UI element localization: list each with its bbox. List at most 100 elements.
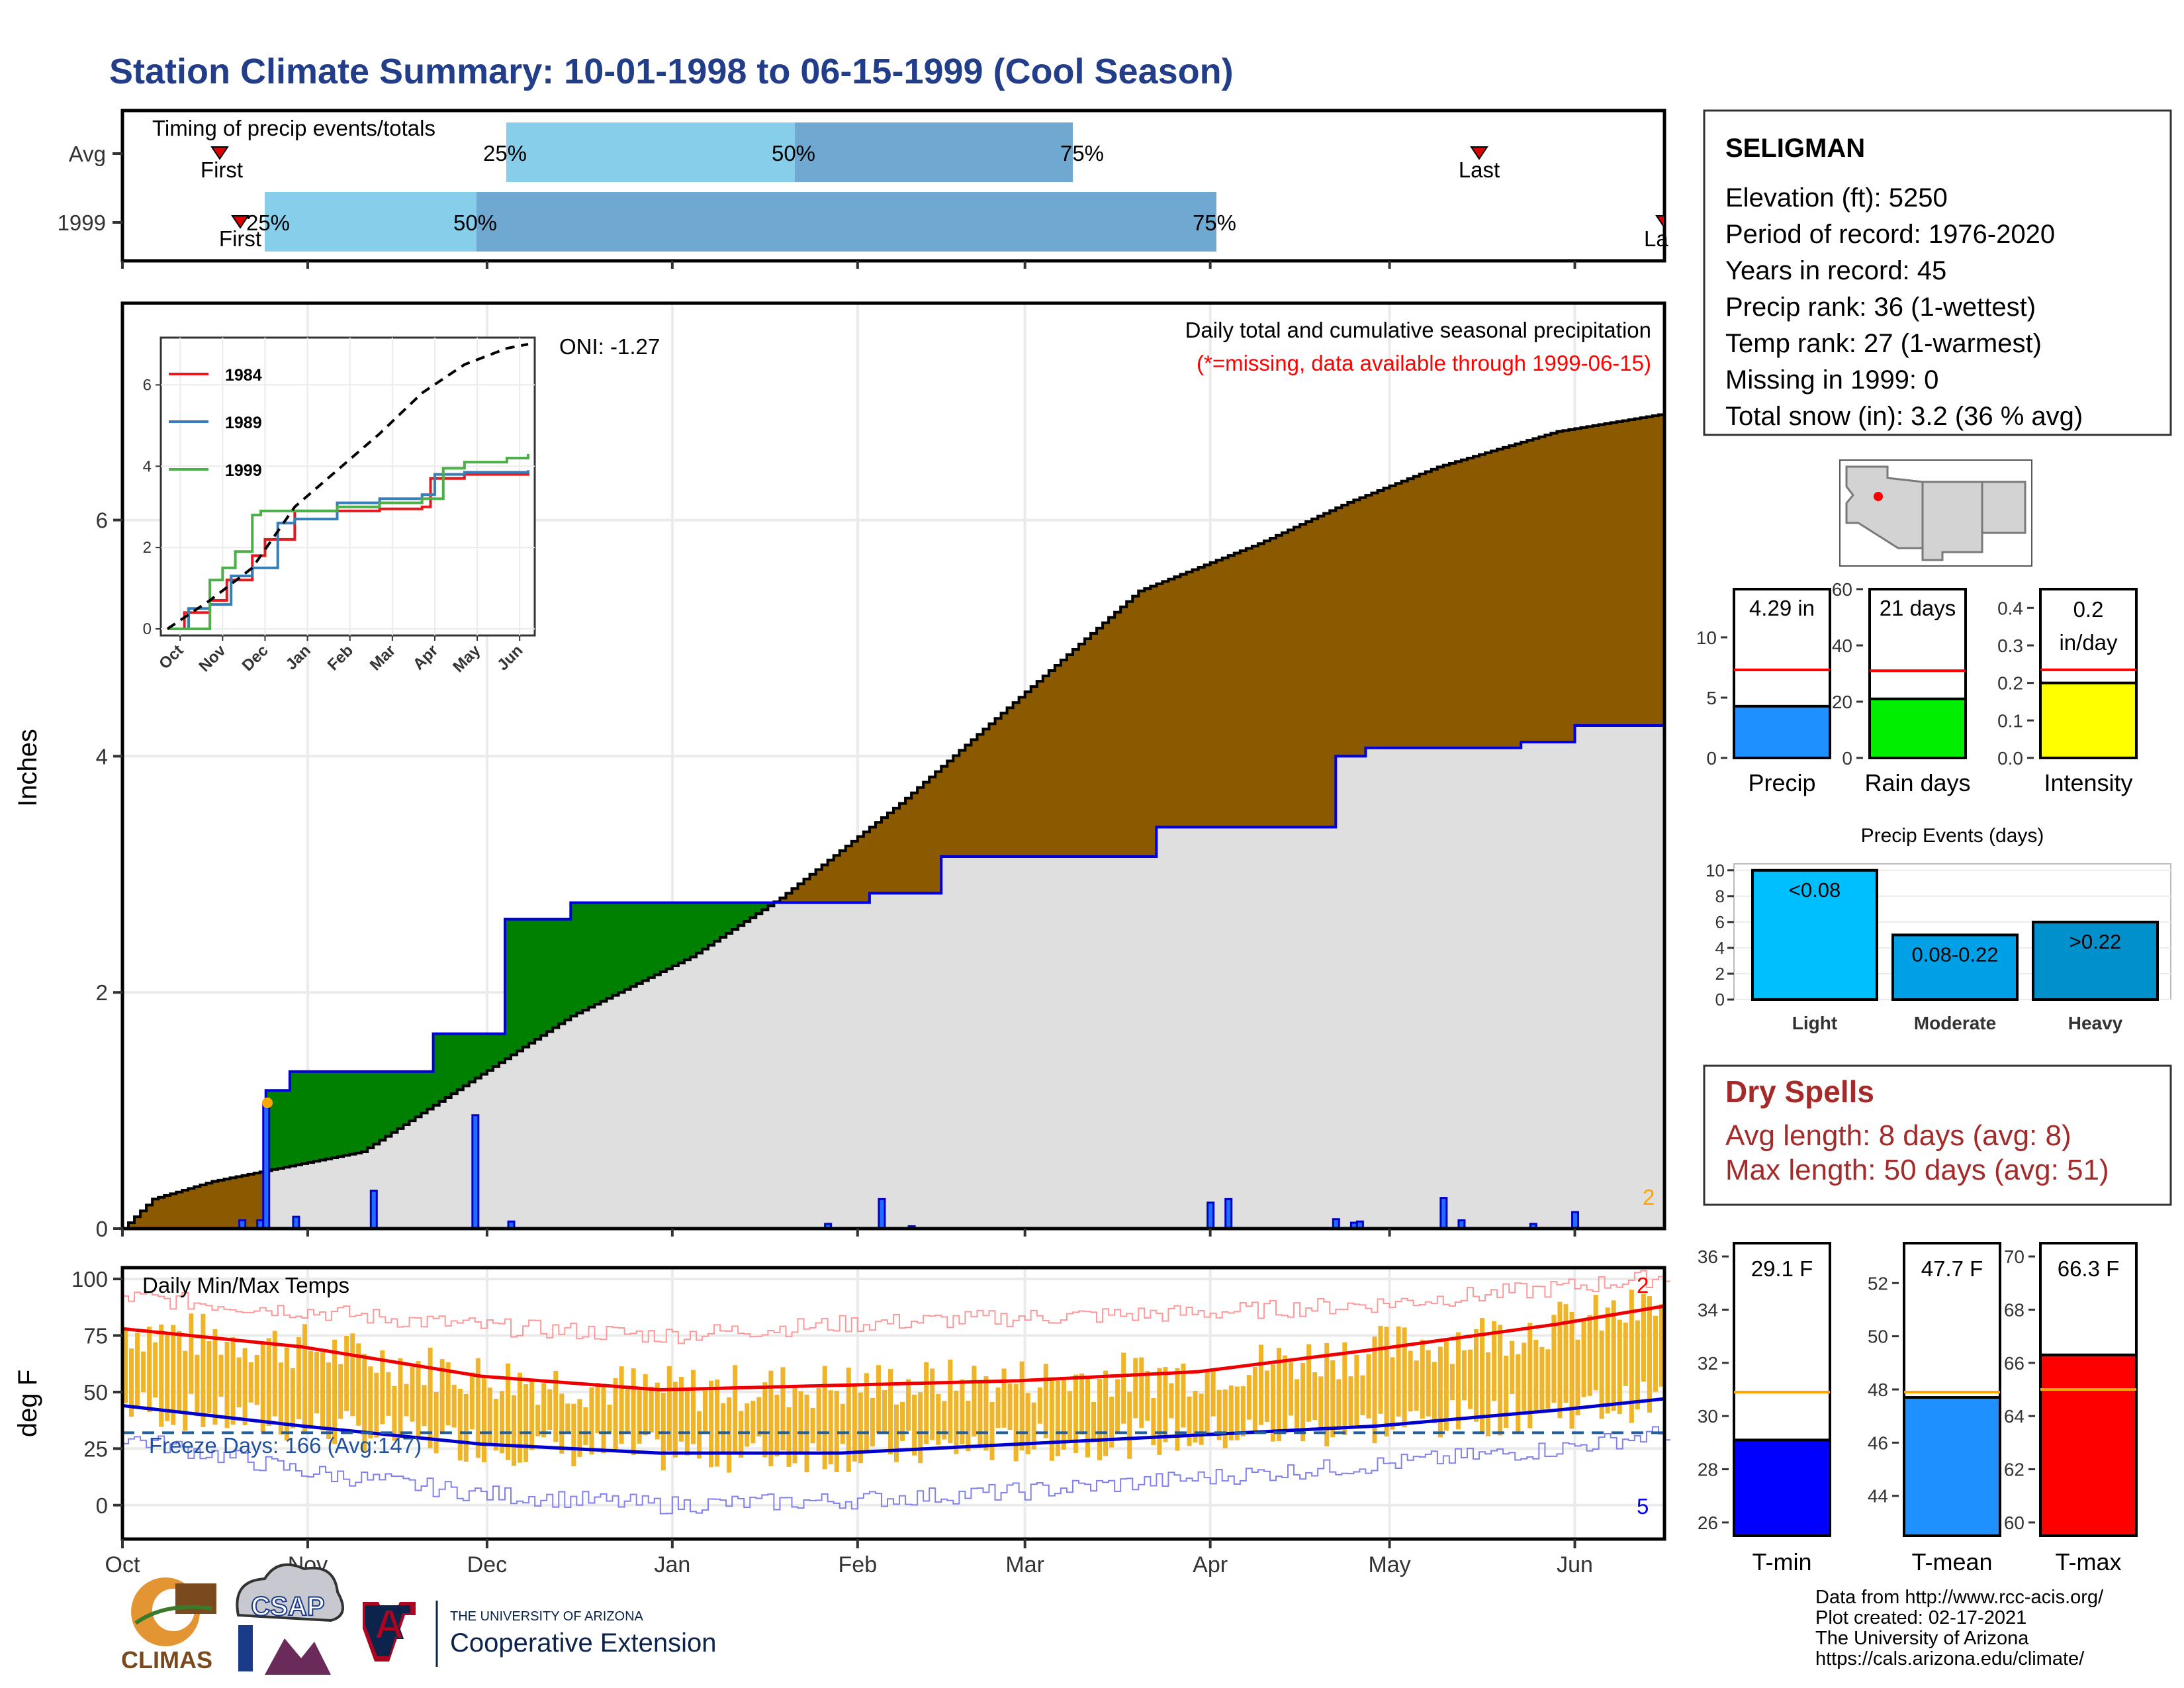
daily-temp-bar — [792, 1387, 797, 1464]
daily-temp-bar — [1295, 1379, 1300, 1430]
daily-temp-bar — [1163, 1367, 1168, 1442]
daily-temp-bar — [684, 1389, 690, 1456]
daily-temp-bar — [912, 1394, 917, 1456]
daily-temp-bar — [768, 1370, 774, 1466]
deficit-area — [128, 414, 1665, 1229]
month-label-mar: Mar — [1005, 1552, 1044, 1577]
events-bar-moderate — [1891, 933, 2019, 1002]
events-bar-label: <0.08 — [1789, 878, 1841, 902]
daily-temp-bar — [518, 1372, 523, 1463]
daily-temp-bar — [1300, 1362, 1306, 1442]
daily-temp-bar — [505, 1363, 511, 1460]
temp-summary-tick: 48 — [1868, 1380, 1888, 1400]
daily-temp-bar — [816, 1387, 821, 1451]
daily-temp-bar — [1037, 1387, 1042, 1424]
daily-temp-bar — [1635, 1320, 1640, 1410]
daily-temp-bar — [206, 1341, 212, 1413]
summary-bar-tick: 5 — [1706, 688, 1717, 708]
daily-temp-bar — [989, 1402, 995, 1460]
daily-temp-bar — [690, 1370, 696, 1444]
summary-bar-value — [2039, 681, 2138, 759]
timing-avg-75: 75% — [1060, 141, 1104, 165]
daily-temp-bar — [613, 1378, 618, 1451]
daily-temp-bar — [547, 1389, 553, 1430]
daily-temp-bar — [1151, 1397, 1156, 1446]
daily-temp-bar — [224, 1341, 230, 1429]
temp-ytick-label: 25 — [83, 1436, 108, 1461]
events-ytick-label: 4 — [1715, 938, 1725, 958]
daily-temp-bar — [380, 1350, 385, 1425]
summary-bar-unit-label: in/day — [2059, 630, 2118, 655]
inset-line-1999 — [167, 453, 529, 630]
summary-bar-tick: 20 — [1832, 692, 1852, 712]
daily-temp-bar — [1073, 1374, 1078, 1453]
station-line-snow: Total snow (in): 3.2 (36 % avg) — [1725, 402, 2083, 431]
daily-temp-bar — [1378, 1325, 1383, 1414]
inset-ytick-label: 4 — [143, 457, 152, 475]
daily-temp-bar — [1276, 1348, 1282, 1441]
daily-temp-bar — [780, 1367, 786, 1450]
daily-temp-bar — [212, 1329, 218, 1425]
temp-summary-name: T-max — [2055, 1548, 2121, 1575]
timing-1999-q25-q50-bar — [265, 192, 477, 252]
inset-ytick-label: 2 — [143, 539, 152, 557]
daily-temp-bar — [1360, 1375, 1365, 1415]
credits: Data from http://www.rcc-acis.org/ Plot … — [1815, 1587, 2104, 1669]
credit-created: Plot created: 02-17-2021 — [1815, 1607, 2026, 1628]
daily-precip-bar — [1206, 1201, 1215, 1230]
daily-temp-bar — [1492, 1321, 1497, 1401]
daily-temp-bar — [535, 1405, 541, 1436]
temp-summary-tick: 26 — [1698, 1513, 1718, 1533]
daily-temp-bar — [1575, 1339, 1580, 1416]
daily-temp-bar — [1516, 1354, 1521, 1434]
timing-1999-last-marker — [1655, 215, 1665, 230]
daily-temp-bar — [1097, 1379, 1103, 1461]
summary-bar-value-label: 21 days — [1880, 596, 1956, 620]
daily-temp-bar — [727, 1397, 732, 1473]
daily-temp-bar — [1336, 1379, 1342, 1430]
daily-temp-bar — [1443, 1338, 1449, 1431]
events-category-label: Light — [1792, 1013, 1837, 1033]
temp-summary-tick: 52 — [1868, 1273, 1888, 1293]
daily-temp-bar — [350, 1333, 355, 1417]
events-ytick-label: 0 — [1715, 990, 1725, 1009]
summary-bar-tick: 0.4 — [1997, 598, 2023, 618]
daily-temp-bar — [876, 1365, 881, 1433]
daily-temp-bar — [1187, 1396, 1192, 1446]
daily-temp-bar — [1587, 1315, 1592, 1396]
daily-temp-bar — [1539, 1346, 1545, 1412]
daily-temp-bar — [1414, 1360, 1419, 1411]
inset-frame — [159, 336, 536, 637]
daily-temp-bar — [523, 1384, 529, 1462]
station-line-years: Years in record: 45 — [1725, 256, 1946, 285]
daily-temp-bar — [745, 1403, 750, 1447]
temp-summary-value-label: 66.3 F — [2058, 1256, 2120, 1281]
daily-temp-bar — [649, 1386, 654, 1433]
daily-temp-bar — [637, 1387, 642, 1444]
daily-temp-bar — [1593, 1295, 1598, 1391]
temp-summary-tick: 68 — [2004, 1299, 2025, 1320]
daily-temp-bar — [177, 1331, 182, 1413]
locator-map — [1839, 459, 2032, 567]
inset-ytick-label: 0 — [143, 620, 152, 638]
daily-temp-bar — [565, 1403, 570, 1433]
daily-temp-bar — [171, 1325, 176, 1425]
daily-temp-bar — [1306, 1344, 1312, 1422]
timing-1999-25: 25% — [246, 211, 290, 235]
daily-temp-bar — [1659, 1304, 1664, 1387]
summary-bar-tick: 10 — [1696, 628, 1717, 648]
temp-summary-t-mean: 44 46 48 50 52 47.7 F T-mean — [1868, 1242, 2001, 1575]
temp-count-top: 2 — [1637, 1273, 1649, 1297]
daily-temp-bar — [864, 1373, 869, 1452]
daily-temp-bar — [846, 1368, 851, 1472]
inset-ytick-label: 6 — [143, 376, 152, 394]
events-ytick-label: 8 — [1715, 886, 1725, 906]
temp-summary-bar — [2039, 1353, 2138, 1538]
daily-temp-bar — [1175, 1368, 1180, 1451]
temp-ytick-label: 75 — [83, 1324, 108, 1348]
daily-temp-bar — [1031, 1402, 1036, 1450]
summary-bar-value-label: 4.29 in — [1749, 596, 1815, 620]
daily-temp-bar — [1234, 1386, 1240, 1440]
page-title: Station Climate Summary: 10-01-1998 to 0… — [109, 52, 1234, 91]
temp-summary-tick: 30 — [1698, 1406, 1718, 1427]
